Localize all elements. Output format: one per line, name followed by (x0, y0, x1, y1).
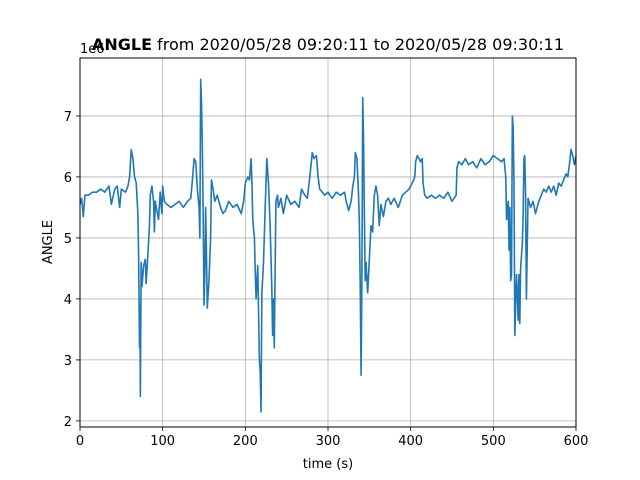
y-offset-text: 1e6 (80, 42, 105, 57)
x-tick-labels: 0 100 200 300 400 500 600 (76, 434, 589, 449)
chart-title-rest: from 2020/05/28 09:20:11 to 2020/05/28 0… (152, 35, 564, 54)
x-tick-label: 500 (481, 434, 506, 449)
x-tick-label: 600 (564, 434, 589, 449)
y-tick-label: 4 (64, 293, 72, 308)
x-tick-label: 300 (316, 434, 341, 449)
y-tick-label: 3 (64, 354, 72, 369)
y-tick-label: 7 (64, 110, 72, 125)
y-tick-label: 2 (64, 415, 72, 430)
y-tick-label: 5 (64, 232, 72, 247)
x-tick-label: 200 (233, 434, 258, 449)
y-axis-label: ANGLE (41, 220, 56, 264)
y-tick-labels: 2 3 4 5 6 7 (64, 110, 72, 430)
y-tick-label: 6 (64, 171, 72, 186)
x-tick-label: 0 (76, 434, 84, 449)
grid-lines (79, 58, 577, 427)
series-line (79, 78, 577, 413)
tick-marks (76, 115, 577, 431)
x-tick-label: 400 (398, 434, 423, 449)
x-tick-label: 100 (150, 434, 175, 449)
chart-title-bold: ANGLE (92, 35, 152, 54)
x-axis-label: time (s) (303, 457, 353, 472)
chart-title: ANGLE from 2020/05/28 09:20:11 to 2020/0… (92, 35, 564, 54)
